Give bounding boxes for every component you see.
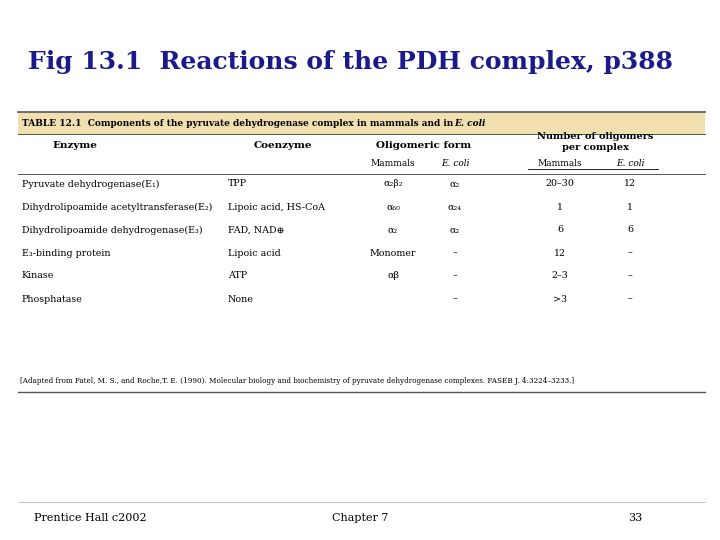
Text: 2–3: 2–3: [552, 272, 568, 280]
Text: Mammals: Mammals: [371, 159, 415, 168]
Text: Oligomeric form: Oligomeric form: [377, 141, 472, 151]
Text: α₆₀: α₆₀: [386, 202, 400, 212]
Text: E. coli: E. coli: [441, 159, 469, 168]
Text: Pyruvate dehydrogenase(E₁): Pyruvate dehydrogenase(E₁): [22, 179, 160, 188]
Text: α₂: α₂: [450, 226, 460, 234]
Text: Number of oligomers
per complex: Number of oligomers per complex: [537, 132, 653, 152]
Text: α₂: α₂: [388, 226, 398, 234]
Bar: [18, 112, 705, 134]
Text: 20–30: 20–30: [546, 179, 575, 188]
Text: TABLE 12.1  Components of the pyruvate dehydrogenase complex in mammals and in: TABLE 12.1 Components of the pyruvate de…: [22, 118, 456, 127]
Text: Dihydrolipoamide dehydrogenase(E₃): Dihydrolipoamide dehydrogenase(E₃): [22, 225, 202, 234]
Text: Prentice Hall c2002: Prentice Hall c2002: [34, 513, 146, 523]
Text: Monomer: Monomer: [370, 248, 416, 258]
Text: α₂β₂: α₂β₂: [383, 179, 402, 188]
Text: >3: >3: [553, 294, 567, 303]
Text: TPP: TPP: [228, 179, 247, 188]
Text: Dihydrolipoamide acetyltransferase(E₂): Dihydrolipoamide acetyltransferase(E₂): [22, 202, 212, 212]
Text: FAD, NAD⊕: FAD, NAD⊕: [228, 226, 284, 234]
Text: –: –: [453, 294, 457, 303]
Text: Lipoic acid, HS-CoA: Lipoic acid, HS-CoA: [228, 202, 325, 212]
Text: Mammals: Mammals: [538, 159, 582, 168]
Text: ATP: ATP: [228, 272, 247, 280]
Text: –: –: [628, 272, 632, 280]
Text: 1: 1: [627, 202, 633, 212]
Text: Coenzyme: Coenzyme: [253, 141, 312, 151]
Text: 1: 1: [557, 202, 563, 212]
Text: α₂₄: α₂₄: [448, 202, 462, 212]
Text: –: –: [628, 294, 632, 303]
Text: 33: 33: [628, 513, 642, 523]
Text: –: –: [453, 272, 457, 280]
Text: 6: 6: [627, 226, 633, 234]
Text: 12: 12: [554, 248, 566, 258]
Text: Kinase: Kinase: [22, 272, 55, 280]
Text: Enzyme: Enzyme: [53, 141, 97, 151]
Text: 6: 6: [557, 226, 563, 234]
Text: E. coli: E. coli: [454, 118, 485, 127]
Text: None: None: [228, 294, 254, 303]
Text: [Adapted from Patel, M. S., and Roche,T. E. (1990). Molecular biology and bioche: [Adapted from Patel, M. S., and Roche,T.…: [20, 377, 574, 385]
Text: E. coli: E. coli: [616, 159, 644, 168]
Text: Lipoic acid: Lipoic acid: [228, 248, 281, 258]
Text: Chapter 7: Chapter 7: [332, 513, 388, 523]
Text: –: –: [628, 248, 632, 258]
Text: α₂: α₂: [450, 179, 460, 188]
Text: Fig 13.1  Reactions of the PDH complex, p388: Fig 13.1 Reactions of the PDH complex, p…: [28, 50, 673, 74]
Text: 12: 12: [624, 179, 636, 188]
Text: αβ: αβ: [387, 272, 399, 280]
Text: E₃-binding protein: E₃-binding protein: [22, 248, 110, 258]
Text: Phosphatase: Phosphatase: [22, 294, 83, 303]
Text: –: –: [453, 248, 457, 258]
